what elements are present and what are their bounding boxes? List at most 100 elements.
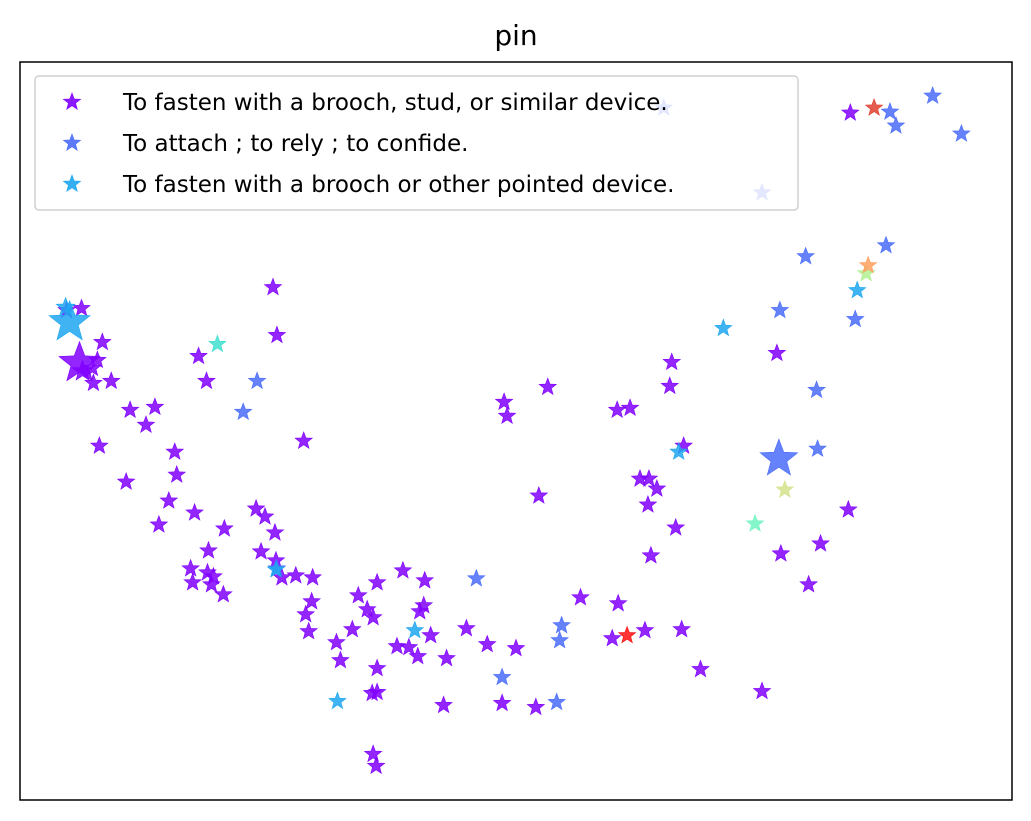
data-point-series-0-54 (421, 625, 441, 644)
data-point-series-0-4 (84, 373, 103, 392)
data-point-series-1-1 (233, 402, 253, 421)
data-point-series-0-15 (167, 465, 187, 483)
data-point-series-0-45 (342, 619, 362, 638)
data-point-series-0-63 (437, 648, 456, 667)
data-point-series-0-67 (492, 693, 512, 712)
data-point-series-8-0 (864, 98, 884, 116)
data-point-series-0-73 (635, 620, 655, 639)
data-point-series-1-13 (845, 309, 865, 328)
data-point-series-0-77 (529, 485, 549, 504)
data-point-series-0-48 (363, 607, 383, 626)
data-points (48, 86, 971, 775)
data-point-series-0-84 (639, 469, 659, 487)
data-point-series-0-1 (72, 298, 91, 317)
data-point-series-0-78 (494, 392, 514, 411)
data-point-series-0-64 (457, 618, 476, 637)
data-point-series-1-0 (247, 371, 267, 390)
data-point-series-0-49 (367, 572, 387, 591)
data-point-series-2-3 (328, 691, 347, 710)
data-point-series-0-41 (296, 604, 316, 623)
data-point-series-0-72 (602, 628, 622, 647)
data-point-series-1-20 (952, 123, 971, 142)
data-point-series-0-26 (198, 562, 217, 581)
data-point-series-0-69 (526, 697, 546, 716)
data-point-series-0-42 (299, 621, 319, 640)
data-point-series-0-13 (116, 472, 136, 490)
data-point-series-1-3 (466, 568, 486, 587)
data-point-series-0-12 (89, 436, 109, 454)
data-point-series-0-21 (181, 558, 200, 577)
data-point-series-0-85 (647, 478, 667, 497)
data-point-series-0-20 (199, 540, 218, 559)
data-point-series-0-57 (387, 636, 407, 655)
data-point-series-2-4 (405, 620, 425, 639)
data-point-series-0-75 (691, 659, 710, 678)
data-point-series-9-0 (617, 625, 637, 644)
data-point-series-6-0 (775, 479, 795, 498)
data-point-series-0-95 (799, 574, 819, 593)
data-point-series-1-19 (923, 86, 943, 104)
data-point-series-1-8 (759, 438, 799, 476)
data-point-series-1-4 (552, 615, 572, 634)
data-point-series-4-0 (745, 513, 765, 532)
legend: To fasten with a brooch, stud, or simila… (34, 75, 799, 211)
data-point-series-0-65 (477, 634, 497, 653)
data-point-series-0-44 (331, 650, 350, 669)
chart-title: pin (494, 19, 537, 52)
data-point-series-1-10 (807, 380, 826, 399)
data-point-series-0-37 (272, 567, 292, 586)
legend-label-0: To fasten with a brooch, stud, or simila… (122, 90, 668, 116)
data-point-series-0-71 (608, 593, 628, 612)
data-point-series-0-62 (362, 683, 382, 702)
data-point-series-7-0 (858, 255, 878, 274)
data-point-series-0-7 (83, 358, 102, 377)
data-point-series-0-61 (366, 756, 386, 775)
legend-label-2: To fasten with a brooch or other pointed… (122, 172, 675, 198)
data-point-series-0-96 (838, 499, 858, 518)
data-point-series-0-19 (214, 518, 234, 537)
data-point-series-0-97 (840, 103, 860, 121)
data-point-series-0-25 (213, 584, 233, 603)
legend-box (34, 75, 799, 211)
data-point-series-0-87 (666, 517, 686, 536)
data-point-series-0-74 (672, 619, 692, 638)
data-point-series-0-93 (771, 543, 791, 562)
data-point-series-0-27 (263, 277, 283, 296)
data-point-series-0-51 (415, 570, 435, 589)
data-point-series-0-38 (286, 565, 306, 584)
data-point-series-1-18 (886, 115, 906, 134)
plot-area-frame (19, 61, 1013, 801)
data-point-series-0-22 (183, 572, 202, 591)
data-point-series-0-91 (660, 376, 680, 395)
data-point-series-0-46 (348, 585, 368, 604)
data-point-series-0-88 (641, 545, 661, 564)
data-point-series-0-9 (120, 400, 140, 419)
data-point-series-0-55 (408, 646, 428, 665)
data-point-series-0-16 (159, 490, 179, 509)
data-point-series-0-79 (497, 406, 517, 425)
data-point-series-2-1 (48, 299, 91, 341)
data-point-series-0-31 (294, 431, 314, 449)
data-point-series-1-5 (550, 630, 570, 649)
data-point-series-0-43 (327, 632, 346, 651)
data-point-series-0-80 (538, 377, 558, 396)
data-point-series-0-56 (399, 637, 419, 656)
data-point-series-2-5 (669, 442, 689, 460)
data-point-series-2-2 (266, 559, 286, 578)
data-point-series-0-29 (189, 346, 208, 365)
data-point-series-0-82 (620, 398, 640, 417)
data-point-series-0-33 (255, 506, 275, 525)
data-point-series-0-8 (101, 371, 121, 390)
data-point-series-0-86 (638, 494, 658, 513)
data-point-series-1-14 (876, 235, 896, 254)
data-point-series-0-60 (363, 744, 383, 763)
data-point-series-1-6 (492, 667, 512, 686)
data-point-series-0-32 (246, 498, 266, 517)
data-point-series-0-34 (265, 522, 285, 541)
data-point-series-0-17 (149, 514, 169, 533)
data-point-series-0-76 (752, 681, 772, 700)
data-point-series-0-90 (662, 352, 682, 371)
legend-marker-2 (62, 174, 82, 192)
data-point-series-1-7 (547, 692, 567, 711)
